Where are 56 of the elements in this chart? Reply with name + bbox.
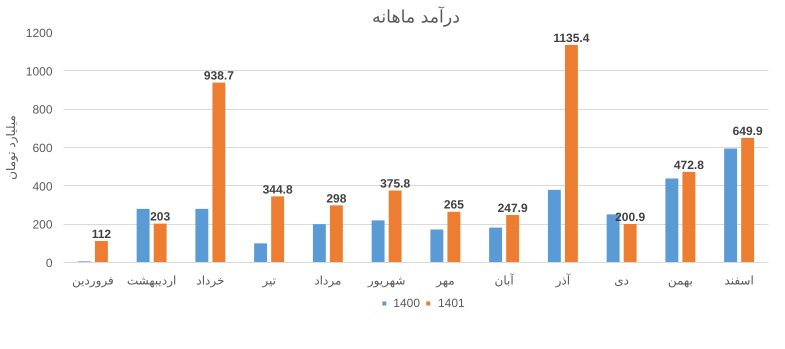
x-tick-label: دی <box>614 274 630 288</box>
x-tick-label: بهمن <box>668 274 693 288</box>
y-tick-label: 600 <box>32 141 53 155</box>
x-tick-label: اسفند <box>724 274 754 288</box>
legend-label: 1401 <box>438 296 465 310</box>
bar <box>506 214 520 262</box>
bar <box>330 205 343 262</box>
data-label: 298 <box>326 191 347 206</box>
bar <box>548 190 561 262</box>
y-tick-label: 1200 <box>26 26 53 40</box>
y-tick-label: 1000 <box>26 64 53 78</box>
y-tick-label: 800 <box>32 102 53 117</box>
bar <box>724 148 738 262</box>
bar <box>564 44 578 262</box>
data-label: 472.8 <box>674 158 704 172</box>
bar <box>741 138 754 262</box>
data-label: 112 <box>92 227 112 242</box>
data-label: 344.8 <box>262 182 293 196</box>
data-label: 203 <box>150 210 170 224</box>
bar <box>682 172 696 262</box>
bar <box>624 224 637 262</box>
bar <box>665 178 678 262</box>
y-axis-title: میلیارد تومان <box>4 115 18 180</box>
bar <box>430 230 444 262</box>
x-tick-label: مرداد <box>314 274 342 288</box>
bar <box>136 208 150 262</box>
bar <box>94 241 108 262</box>
data-label: 375.8 <box>380 176 410 190</box>
bar <box>489 228 502 262</box>
bar <box>254 243 268 262</box>
x-tick-label: آبان <box>494 272 514 288</box>
data-label: 247.9 <box>498 200 528 215</box>
bar <box>271 196 284 262</box>
y-tick-label: 200 <box>32 218 53 232</box>
legend-label: 1400 <box>393 296 420 310</box>
data-label: 649.9 <box>732 124 763 138</box>
data-label: 1135.4 <box>553 30 590 45</box>
x-tick-label: اردیبهشت <box>126 274 176 288</box>
bar <box>195 208 208 262</box>
bar <box>212 82 226 262</box>
bar <box>372 220 385 262</box>
x-tick-label: آذر <box>554 272 571 288</box>
chart-title: درآمد ماهانه <box>372 6 460 28</box>
x-tick-label: تیر <box>261 274 276 288</box>
bar <box>154 224 167 262</box>
y-tick-label: 0 <box>46 256 53 270</box>
bar <box>312 224 326 262</box>
x-tick-label: فروردین <box>72 274 114 288</box>
y-tick-label: 400 <box>32 179 53 194</box>
x-tick-label: شهریور <box>366 274 406 288</box>
bar <box>388 190 402 262</box>
x-tick-label: خرداد <box>196 274 224 288</box>
x-tick-label: مهر <box>435 274 455 288</box>
bar <box>447 212 460 262</box>
data-label: 265 <box>444 198 464 212</box>
data-label: 938.7 <box>204 68 234 83</box>
